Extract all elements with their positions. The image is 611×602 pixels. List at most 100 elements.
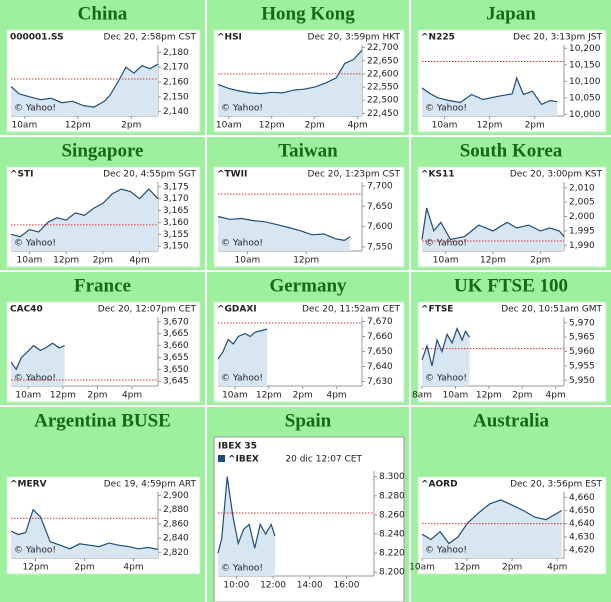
x-tick-label: 12pm <box>259 121 285 131</box>
market-title: UK FTSE 100 <box>454 275 568 296</box>
price-line <box>10 63 159 108</box>
chart-ticker: ^FTSE <box>421 305 453 315</box>
x-tick-label: 2pm <box>525 121 545 131</box>
y-tick-label: 3,655 <box>163 353 189 363</box>
y-tick-label: 22,550 <box>367 83 399 93</box>
y-tick-label: 4,630 <box>569 532 595 542</box>
watermark: © Yahoo! <box>425 104 467 114</box>
area <box>218 216 351 251</box>
y-tick-label: 5,950 <box>569 376 595 386</box>
market-title: Japan <box>486 3 536 24</box>
chart-ticker: ^TWII <box>217 170 247 180</box>
y-tick-label: 3,165 <box>163 206 189 216</box>
x-tick-label: 10am <box>11 121 37 131</box>
area <box>422 499 562 558</box>
price-line <box>217 49 363 95</box>
y-tick-label: 2,000 <box>569 212 595 222</box>
y-tick-label: 2,005 <box>569 198 595 208</box>
y-tick-label: 22,650 <box>367 56 399 66</box>
market-title: Australia <box>473 410 550 431</box>
y-tick-label: 7,640 <box>367 362 393 372</box>
y-tick-label: 4,660 <box>569 493 595 503</box>
price-line <box>10 188 159 238</box>
y-tick-label: 2,140 <box>163 107 189 117</box>
price-line <box>10 342 65 371</box>
y-tick-label: 10,050 <box>569 93 601 103</box>
area <box>422 78 558 116</box>
y-tick-label: 5,970 <box>569 318 595 328</box>
chart-ticker: ^MERV <box>10 480 47 490</box>
x-tick-label: 2pm <box>93 256 113 266</box>
x-tick-label: 10am <box>432 121 458 131</box>
legend-swatch <box>218 455 225 462</box>
y-tick-label: 4,650 <box>569 506 595 516</box>
y-tick-label: 7,650 <box>367 202 393 212</box>
y-tick-label: 2,180 <box>163 48 189 58</box>
watermark: © Yahoo! <box>14 546 56 556</box>
price-line <box>217 215 351 242</box>
y-tick-label: 4,640 <box>569 519 595 529</box>
x-tick-label: 2pm <box>512 391 532 401</box>
x-tick-label: 2pm <box>121 121 141 131</box>
y-tick-label: 2,160 <box>163 77 189 87</box>
x-tick-label: 4pm <box>546 391 566 401</box>
x-tick-label: 10am <box>235 256 261 266</box>
y-tick-label: 1,995 <box>569 226 595 236</box>
y-tick-label: 8.300 <box>379 472 405 482</box>
x-tick-label: 12:00 <box>260 581 286 591</box>
y-tick-label: 10,100 <box>569 77 601 87</box>
x-tick-label: 2pm <box>87 391 107 401</box>
watermark: © Yahoo! <box>14 374 56 384</box>
x-tick-label: 12pm <box>65 121 91 131</box>
x-tick-label: 10am <box>15 391 41 401</box>
y-tick-label: 8.200 <box>379 568 405 578</box>
watermark: © Yahoo! <box>425 546 467 556</box>
y-tick-label: 3,160 <box>163 218 189 228</box>
y-tick-label: 8.240 <box>379 530 405 540</box>
y-tick-label: 10,150 <box>569 60 601 70</box>
y-tick-label: 4,620 <box>569 546 595 556</box>
y-tick-label: 7,630 <box>367 377 393 387</box>
y-tick-label: 5,965 <box>569 333 595 343</box>
price-line <box>217 328 268 360</box>
watermark: © Yahoo! <box>14 104 56 114</box>
y-tick-label: 2,150 <box>163 92 189 102</box>
watermark: © Yahoo! <box>221 239 263 249</box>
x-tick-label: 12pm <box>477 121 503 131</box>
y-tick-label: 3,650 <box>163 365 189 375</box>
chart-ticker: IBEX 35 <box>218 442 257 452</box>
y-tick-label: 2,010 <box>569 183 595 193</box>
market-title: France <box>74 275 131 296</box>
y-tick-label: 5,955 <box>569 361 595 371</box>
x-tick-label: 16:00 <box>334 581 360 591</box>
price-line <box>421 76 558 106</box>
y-tick-label: 7,650 <box>367 347 393 357</box>
x-tick-label: 8am <box>412 391 432 401</box>
legend-label: ^IBEX <box>228 455 259 465</box>
x-tick-label: 12pm <box>480 256 506 266</box>
watermark: © Yahoo! <box>221 564 263 574</box>
y-tick-label: 2,880 <box>163 505 189 515</box>
timestamp: Dec 20, 3:59pm HKT <box>308 33 401 43</box>
x-tick-label: 10am <box>409 563 435 573</box>
price-line <box>421 326 471 367</box>
market-title: Argentina BUSE <box>34 410 171 431</box>
price-line <box>421 207 565 241</box>
market-title: South Korea <box>460 140 563 161</box>
y-tick-label: 3,670 <box>163 317 189 327</box>
y-tick-label: 2,860 <box>163 519 189 529</box>
x-tick-label: 12pm <box>23 563 49 573</box>
y-tick-label: 22,500 <box>367 96 399 106</box>
y-tick-label: 2,840 <box>163 534 189 544</box>
x-tick-label: 12pm <box>476 391 502 401</box>
y-tick-label: 2,900 <box>163 491 189 501</box>
x-tick-label: 4pm <box>123 563 143 573</box>
x-tick-label: 4pm <box>547 563 567 573</box>
y-tick-label: 7,670 <box>367 317 393 327</box>
y-tick-label: 10,200 <box>569 44 601 54</box>
timestamp: Dec 20, 3:00pm KST <box>510 170 603 180</box>
chart-ticker: ^KS11 <box>421 170 455 180</box>
market-title: Germany <box>269 275 347 296</box>
x-tick-label: 12pm <box>454 563 480 573</box>
